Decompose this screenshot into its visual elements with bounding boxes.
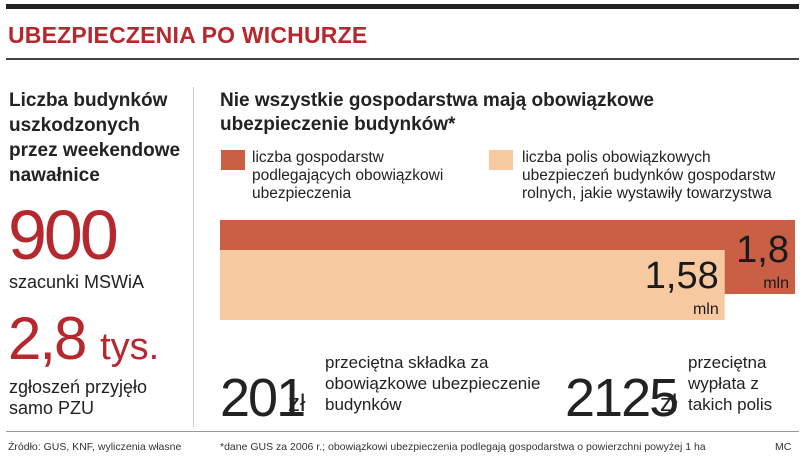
footer-note: *dane GUS za 2006 r.; obowiązkowi ubezpi… (220, 441, 706, 453)
bar-households-value-label: 1,8 (736, 229, 789, 271)
premium-caption: przeciętna składka za obowiązkowe ubezpi… (325, 353, 541, 414)
footer-author: MC (775, 441, 792, 453)
damaged-buildings-value: 900 (8, 196, 119, 274)
legend-swatch-policies (489, 150, 513, 170)
premium-value: 201 (220, 368, 306, 428)
footer-rule (6, 431, 799, 432)
payout-value: 2125 (565, 368, 679, 428)
page-title: UBEZPIECZENIA PO WICHURZE (8, 22, 368, 48)
claims-caption: zgłoszeń przyjęło samo PZU (9, 377, 148, 418)
claims-value: 2,8 tys. (8, 306, 159, 380)
claims-number: 2,8 (8, 305, 87, 372)
legend-label-households: liczba gospodarstw podlegających obowiąz… (252, 149, 444, 202)
column-divider (193, 87, 194, 427)
left-heading: Liczba budynków uszkodzonych przez weeke… (9, 90, 181, 186)
bar-policies-unit-label: mln (693, 301, 719, 318)
title-rule (6, 58, 799, 60)
payout-caption: przeciętna wypłata z takich polis (688, 353, 773, 414)
bar-households-unit-label: mln (763, 275, 789, 292)
damaged-buildings-caption: szacunki MSWiA (9, 272, 145, 292)
bar-policies (220, 250, 725, 320)
payout-unit: zł (660, 390, 678, 417)
legend-swatch-households (221, 150, 245, 170)
footer-source: Źródło: GUS, KNF, wyliczenia własne (8, 441, 182, 453)
bar-policies-value-label: 1,58 (645, 255, 719, 297)
top-rule (6, 4, 799, 9)
chart-title: Nie wszystkie gospodarstwa mają obowiązk… (220, 90, 654, 135)
legend-label-policies: liczba polis obowiązkowych ubezpieczeń b… (522, 149, 776, 202)
claims-unit: tys. (100, 326, 160, 368)
premium-unit: zł (288, 390, 306, 417)
